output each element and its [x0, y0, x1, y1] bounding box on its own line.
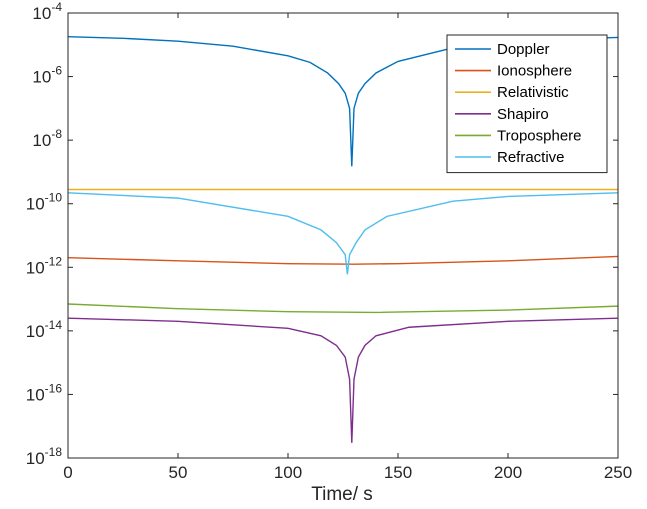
axes: [67, 12, 619, 459]
y-tick-label: 10-18: [26, 445, 63, 468]
series-line-shapiro: [67, 317, 619, 443]
legend-box: [446, 34, 608, 174]
legend-label-shapiro: Shapiro: [497, 106, 549, 123]
legend: Doppler Ionosphere Relativistic Shapiro Trop…: [446, 34, 608, 174]
y-tick-labels: 10-18 10-16 10-14 10-12 10-10 10-8 10-6 10-4: [26, 0, 63, 468]
y-tick-label: 10-6: [32, 64, 62, 87]
x-axis-title: Time/ s: [311, 484, 373, 505]
series-layer: [67, 35, 619, 443]
axes-box: [67, 12, 619, 459]
y-tick-label: 10-16: [26, 381, 63, 404]
x-tick-label: 100: [274, 463, 302, 482]
x-tick-label: 200: [494, 463, 522, 482]
y-tick-label: 10-4: [32, 0, 62, 23]
x-tick-label: 0: [63, 463, 72, 482]
y-tick-label: 10-8: [32, 127, 62, 150]
series-line-ionosphere: [67, 255, 619, 265]
legend-label-doppler: Doppler: [497, 41, 550, 58]
series-line-doppler: [67, 35, 619, 167]
y-tick-label: 10-12: [26, 254, 63, 277]
x-tick-label: 150: [384, 463, 412, 482]
legend-label-troposphere: Troposphere: [497, 127, 582, 144]
y-tick-label: 10-14: [26, 318, 63, 341]
legend-label-relativistic: Relativistic: [497, 84, 569, 101]
x-tick-label: 250: [604, 463, 632, 482]
y-tick-label: 10-10: [26, 191, 63, 214]
series-line-refractive: [67, 192, 619, 275]
legend-label-refractive: Refractive: [497, 149, 565, 166]
series-line-troposphere: [67, 303, 619, 314]
legend-label-ionosphere: Ionosphere: [497, 63, 572, 80]
x-tick-label: 50: [169, 463, 188, 482]
x-tick-labels: 0 50 100 150 200 250: [63, 463, 632, 482]
